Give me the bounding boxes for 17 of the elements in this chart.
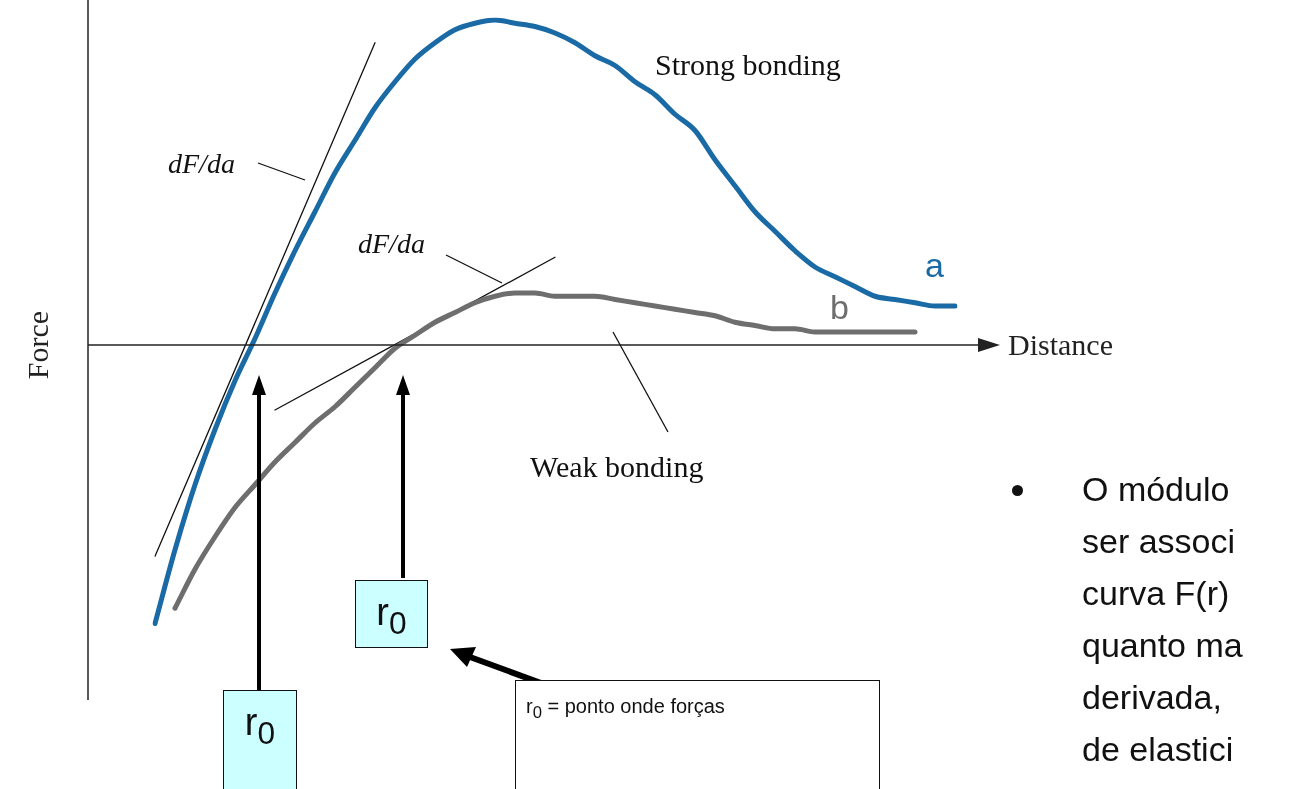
x-axis-title: Distance	[1008, 327, 1113, 361]
annotation: Weak bonding	[530, 450, 704, 483]
annotation: r$_{0}$	[355, 580, 428, 648]
series-label: a	[925, 246, 944, 285]
text: derivada,	[1082, 678, 1222, 716]
text: de elastici	[1082, 730, 1234, 768]
text: r$_{0}$ = ponto onde forças	[515, 680, 880, 789]
text: curva F(r)	[1082, 574, 1230, 612]
text: ser associ	[1082, 522, 1236, 560]
annotation: Strong bonding	[655, 48, 841, 81]
text: O módulo	[1082, 470, 1230, 508]
annotation: dF/da	[358, 228, 425, 259]
text: quanto ma	[1082, 626, 1243, 664]
annotation: dF/da	[168, 148, 235, 179]
y-axis-title: Force	[20, 310, 54, 380]
text: r$_{0}$	[223, 690, 297, 789]
series-label: b	[830, 288, 849, 327]
